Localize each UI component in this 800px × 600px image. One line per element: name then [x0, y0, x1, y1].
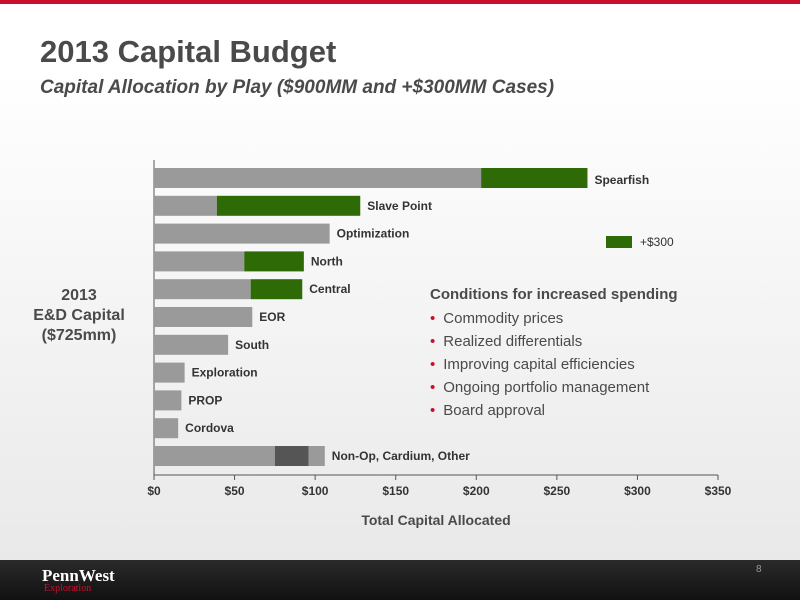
condition-item: • Ongoing portfolio management: [430, 376, 678, 399]
x-tick-label: $200: [463, 484, 490, 498]
bar-segment: [154, 446, 275, 466]
x-tick-label: $50: [225, 484, 245, 498]
bar-segment: [481, 168, 588, 188]
legend-swatch: [606, 236, 632, 248]
condition-text: Realized differentials: [443, 333, 583, 350]
slide-subtitle: Capital Allocation by Play ($900MM and +…: [40, 77, 555, 98]
bar-segment: [154, 390, 182, 411]
x-tick-label: $350: [705, 484, 732, 498]
bar-segment: [154, 168, 482, 188]
capital-allocation-chart: $0 $50 $100 $150 $200 $250 $300 $350 Total Capit…: [147, 160, 732, 528]
bar-segment: [154, 418, 179, 439]
footer-bar: [0, 560, 800, 600]
bar-category-label: Central: [309, 282, 350, 296]
y-axis-label-line: E&D Capital: [33, 307, 125, 324]
condition-item: • Realized differentials: [430, 330, 678, 353]
bar-category-label: Cordova: [185, 421, 234, 435]
bar-category-label: Slave Point: [367, 199, 432, 213]
bar-segment: [250, 279, 303, 300]
bar-segment: [154, 279, 251, 300]
bar-segment: [244, 251, 304, 272]
bullet-icon: •: [430, 379, 436, 396]
bar-segment: [154, 223, 330, 244]
slide-title: 2013 Capital Budget: [40, 34, 337, 69]
bar-segment: [154, 334, 229, 355]
conditions-title: Conditions for increased spending: [430, 286, 678, 303]
x-tick-label: $100: [302, 484, 329, 498]
condition-text: Ongoing portfolio management: [443, 379, 650, 396]
bar-segment: [274, 446, 309, 466]
top-accent-bar: [0, 0, 800, 4]
bar-segment: [216, 195, 361, 216]
bar-segment: [154, 362, 185, 383]
bar-segment: [308, 446, 325, 466]
bullet-icon: •: [430, 402, 436, 419]
bullet-icon: •: [430, 310, 436, 327]
bar-category-label: EOR: [259, 310, 285, 324]
conditions-panel: Conditions for increased spending • Commo…: [430, 286, 678, 422]
y-axis-label: 2013 E&D Capital ($725mm): [14, 286, 144, 346]
condition-item: • Improving capital efficiencies: [430, 353, 678, 376]
conditions-list: • Commodity prices • Realized differential…: [430, 307, 678, 422]
bar-segment: [154, 251, 245, 272]
condition-text: Improving capital efficiencies: [443, 356, 635, 373]
x-tick-label: $250: [544, 484, 571, 498]
legend-label: +$300: [640, 235, 674, 249]
x-axis-label: Total Capital Allocated: [361, 512, 510, 528]
bullet-icon: •: [430, 333, 436, 350]
company-logo: PennWest: [42, 566, 115, 585]
y-axis-label-line: ($725mm): [41, 327, 117, 344]
x-tick-label: $150: [382, 484, 409, 498]
bar-category-label: North: [311, 254, 343, 268]
page-number: 8: [756, 564, 762, 575]
bar-category-label: PROP: [188, 393, 222, 407]
bar-segment: [154, 307, 253, 327]
bar-category-label: Non-Op, Cardium, Other: [332, 449, 470, 463]
y-axis-label-line: 2013: [61, 287, 97, 304]
bar-category-label: Spearfish: [594, 173, 649, 187]
bar-segment: [154, 195, 217, 216]
x-tick-label: $300: [624, 484, 651, 498]
condition-text: Board approval: [443, 402, 545, 419]
condition-item: • Board approval: [430, 399, 678, 422]
company-logo-subtitle: Exploration: [44, 583, 92, 594]
condition-text: Commodity prices: [443, 310, 564, 327]
bar-category-label: Optimization: [337, 227, 410, 241]
condition-item: • Commodity prices: [430, 307, 678, 330]
bullet-icon: •: [430, 356, 436, 373]
x-tick-label: $0: [147, 484, 161, 498]
bar-category-label: Exploration: [192, 366, 258, 380]
bar-category-label: South: [235, 338, 269, 352]
